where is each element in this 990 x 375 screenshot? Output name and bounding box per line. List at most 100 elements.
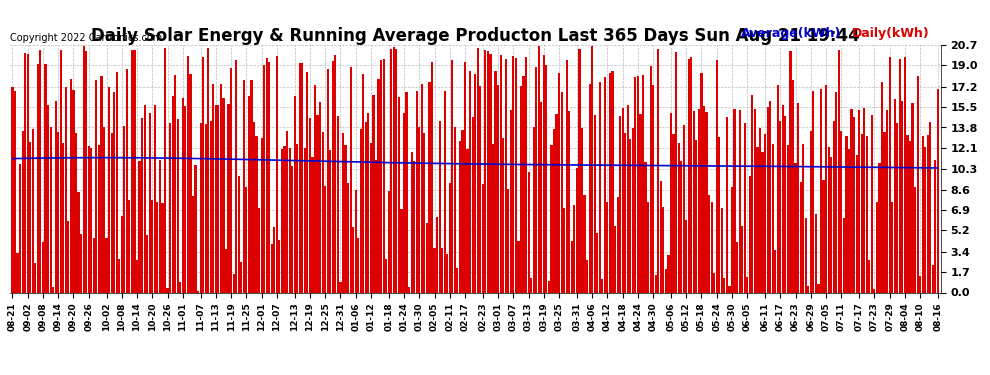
Bar — [489, 54, 492, 292]
Bar — [471, 117, 474, 292]
Bar — [563, 208, 565, 292]
Bar — [672, 134, 674, 292]
Bar — [24, 53, 27, 292]
Bar — [721, 209, 723, 292]
Bar — [153, 105, 155, 292]
Bar — [644, 162, 646, 292]
Bar — [161, 202, 163, 292]
Bar — [683, 125, 685, 292]
Bar — [792, 80, 794, 292]
Bar — [151, 200, 153, 292]
Bar — [57, 132, 59, 292]
Bar — [270, 244, 273, 292]
Bar — [530, 278, 533, 292]
Bar — [703, 106, 705, 292]
Bar — [116, 72, 118, 292]
Bar — [825, 85, 828, 292]
Bar — [238, 176, 240, 292]
Bar — [406, 93, 408, 292]
Bar — [291, 166, 293, 292]
Bar — [497, 85, 499, 292]
Bar — [520, 86, 522, 292]
Bar — [294, 96, 296, 292]
Bar — [711, 202, 713, 292]
Bar — [652, 85, 654, 292]
Bar — [29, 142, 32, 292]
Bar — [748, 176, 750, 292]
Bar — [337, 116, 339, 292]
Bar — [555, 114, 557, 292]
Bar — [345, 145, 346, 292]
Bar — [685, 219, 687, 292]
Bar — [624, 133, 627, 292]
Bar — [878, 163, 880, 292]
Bar — [845, 136, 847, 292]
Bar — [319, 102, 321, 292]
Bar — [782, 105, 784, 292]
Bar — [518, 241, 520, 292]
Bar — [276, 56, 278, 292]
Bar — [59, 50, 61, 292]
Bar — [45, 64, 47, 292]
Bar — [675, 52, 677, 292]
Bar — [474, 74, 476, 292]
Bar — [935, 160, 937, 292]
Bar — [505, 59, 507, 292]
Bar — [500, 56, 502, 292]
Bar — [863, 108, 865, 292]
Bar — [148, 113, 150, 292]
Bar — [32, 129, 34, 292]
Bar — [860, 134, 862, 292]
Bar — [370, 143, 372, 292]
Bar — [932, 265, 934, 292]
Bar — [543, 55, 545, 292]
Bar — [901, 101, 904, 292]
Bar — [789, 51, 792, 292]
Bar — [538, 46, 540, 292]
Bar — [359, 129, 362, 292]
Bar — [118, 259, 121, 292]
Bar — [411, 152, 413, 292]
Bar — [299, 63, 301, 292]
Bar — [533, 127, 535, 292]
Bar — [828, 147, 830, 292]
Bar — [103, 127, 105, 292]
Bar — [640, 114, 642, 292]
Bar — [680, 161, 682, 292]
Bar — [713, 273, 716, 292]
Bar — [759, 128, 761, 292]
Bar — [301, 63, 303, 292]
Bar — [243, 80, 245, 292]
Bar — [599, 82, 601, 292]
Bar — [136, 260, 139, 292]
Bar — [523, 76, 525, 292]
Bar — [853, 117, 855, 292]
Bar — [515, 58, 517, 292]
Bar — [241, 262, 243, 292]
Bar — [220, 84, 222, 292]
Bar — [833, 121, 835, 292]
Bar — [642, 75, 644, 292]
Bar — [263, 65, 265, 292]
Bar — [850, 110, 852, 292]
Bar — [461, 130, 463, 292]
Bar — [187, 56, 189, 292]
Bar — [907, 135, 909, 292]
Bar — [665, 269, 667, 292]
Bar — [37, 64, 39, 292]
Bar — [479, 86, 481, 292]
Bar — [614, 226, 616, 292]
Bar — [734, 109, 736, 292]
Bar — [604, 77, 606, 292]
Bar — [550, 145, 552, 292]
Bar — [40, 50, 42, 292]
Bar — [192, 196, 194, 292]
Bar — [408, 287, 410, 292]
Bar — [736, 242, 739, 292]
Bar — [868, 260, 870, 292]
Bar — [309, 118, 311, 292]
Bar — [881, 82, 883, 292]
Bar — [823, 180, 825, 292]
Bar — [464, 62, 466, 292]
Bar — [622, 108, 624, 292]
